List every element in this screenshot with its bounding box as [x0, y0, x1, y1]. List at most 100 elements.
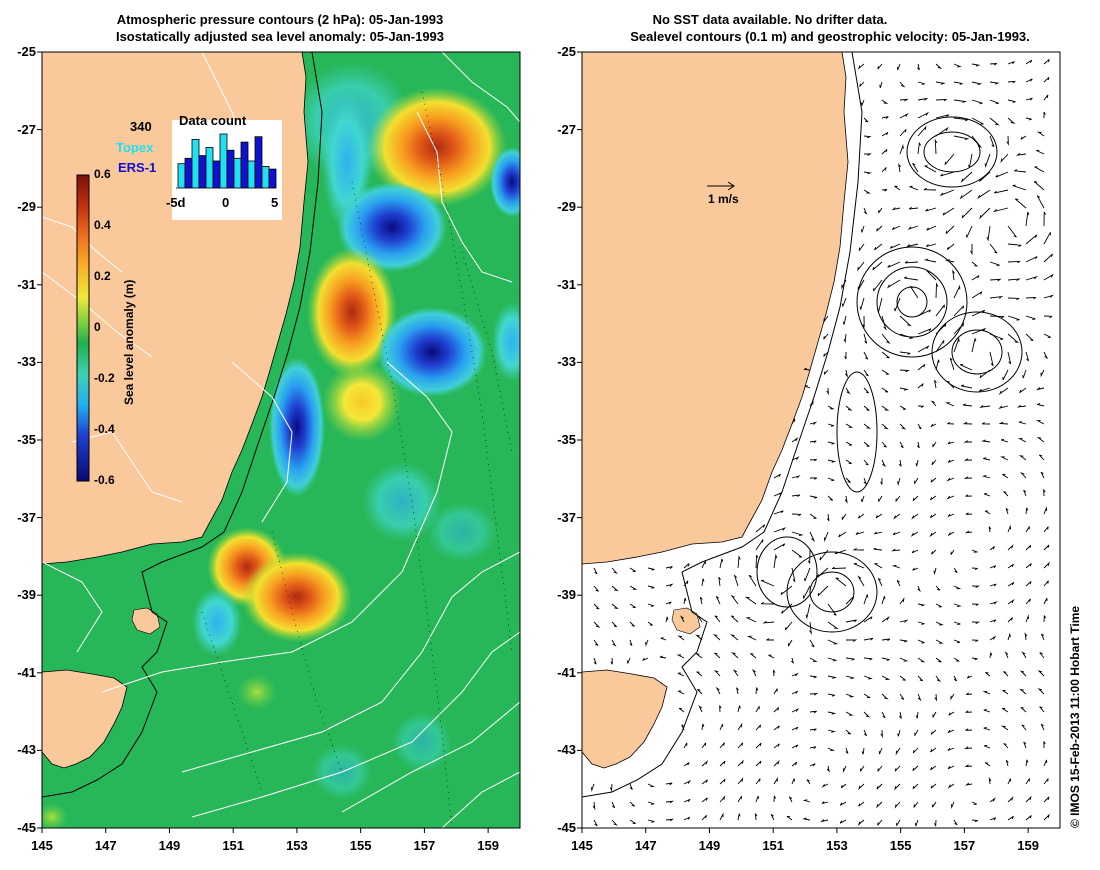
left-axis-frame [37, 51, 521, 833]
velocity-arrow [999, 456, 1009, 461]
velocity-arrow [917, 621, 925, 625]
velocity-arrow [863, 459, 869, 466]
velocity-arrow [719, 795, 726, 803]
velocity-arrow [983, 727, 991, 731]
velocity-arrow [896, 63, 901, 71]
velocity-arrow [898, 162, 901, 173]
velocity-arrow [629, 639, 633, 646]
histogram-bar [226, 149, 235, 189]
velocity-arrow [593, 657, 597, 665]
velocity-arrow [983, 744, 991, 749]
velocity-arrow [827, 459, 837, 463]
velocity-arrow [737, 777, 744, 785]
velocity-arrow [701, 779, 708, 785]
velocity-arrow [945, 225, 955, 235]
velocity-arrow [876, 783, 883, 790]
velocity-arrow [947, 513, 955, 517]
histogram-bar [191, 138, 200, 189]
velocity-arrow [925, 270, 937, 281]
velocity-arrow [809, 440, 817, 444]
velocity-arrow [863, 616, 873, 623]
velocity-arrow [971, 291, 983, 299]
velocity-arrow [989, 295, 1004, 299]
velocity-arrow [1043, 232, 1051, 245]
velocity-arrow [981, 422, 991, 425]
velocity-arrows [590, 58, 1055, 827]
velocity-arrow [1039, 706, 1045, 713]
velocity-arrow [660, 637, 667, 641]
velocity-arrow [810, 477, 818, 480]
velocity-arrow [773, 688, 778, 695]
velocity-arrow [845, 657, 855, 661]
velocity-arrow [1025, 351, 1030, 362]
velocity-arrow [899, 675, 906, 681]
left-title-line1: Atmospheric pressure contours (2 hPa): 0… [116, 12, 444, 27]
velocity-arrow [819, 549, 829, 561]
velocity-arrow [899, 144, 904, 155]
velocity-arrow [899, 112, 909, 119]
velocity-arrow [1001, 707, 1009, 713]
velocity-arrow [983, 709, 991, 713]
velocity-arrow [842, 765, 847, 774]
velocity-arrow [791, 690, 798, 695]
velocity-arrow [845, 459, 852, 464]
velocity-arrow [863, 333, 868, 344]
velocity-arrow [1043, 741, 1046, 749]
velocity-arrow [887, 261, 901, 268]
velocity-arrow [1000, 725, 1009, 731]
velocity-arrow [946, 243, 955, 251]
lat-tick-label: -27 [17, 121, 36, 137]
colorbar-tick-label: -0.6 [94, 473, 115, 487]
velocity-arrow [917, 639, 925, 644]
velocity-arrow [894, 783, 901, 791]
velocity-arrow [791, 418, 796, 425]
velocity-arrow [935, 639, 944, 644]
velocity-arrow [699, 596, 703, 605]
colorbar-tick-label: -0.2 [94, 371, 115, 385]
velocity-arrow [773, 759, 780, 767]
velocity-arrow [611, 603, 619, 610]
velocity-arrow [827, 711, 837, 715]
velocity-arrow [948, 711, 955, 716]
velocity-arrow [917, 97, 929, 101]
velocity-arrow [917, 344, 930, 353]
velocity-arrow [629, 603, 636, 608]
velocity-arrow [895, 495, 901, 502]
velocity-arrow [1007, 260, 1021, 264]
velocity-arrow [1005, 507, 1009, 515]
velocity-arrow [1025, 759, 1029, 767]
velocity-arrow [790, 657, 794, 664]
velocity-arrow [823, 315, 829, 324]
velocity-arrow [874, 563, 883, 569]
velocity-arrow [939, 189, 955, 197]
velocity-arrow [891, 207, 901, 211]
velocity-arrow [917, 125, 927, 137]
velocity-arrow [835, 577, 847, 587]
lat-tick-label: -41 [557, 664, 576, 680]
velocity-arrow [989, 278, 1002, 282]
velocity-arrow [802, 817, 811, 821]
velocity-arrow [971, 117, 984, 125]
lat-tick-label: -43 [557, 742, 576, 758]
velocity-arrow [827, 747, 836, 752]
lat-tick-label: -31 [557, 276, 576, 292]
velocity-arrow [971, 99, 983, 105]
velocity-arrow [1041, 633, 1045, 641]
velocity-arrow [665, 583, 674, 587]
velocity-arrow [881, 351, 890, 359]
velocity-arrow [896, 819, 901, 827]
velocity-arrow [1007, 815, 1014, 821]
velocity-arrow [912, 567, 919, 571]
histogram-bar [247, 160, 256, 189]
velocity-arrow [878, 207, 883, 214]
velocity-arrow [930, 477, 937, 483]
velocity-arrow [809, 693, 819, 696]
velocity-arrow [751, 668, 757, 677]
velocity-arrow [966, 675, 973, 679]
velocity-arrow [718, 576, 721, 587]
velocity-arrow [809, 621, 812, 635]
lat-tick-label: -41 [17, 664, 36, 680]
velocity-arrow [821, 801, 829, 805]
velocity-arrow [665, 566, 673, 569]
velocity-arrow [949, 357, 955, 371]
